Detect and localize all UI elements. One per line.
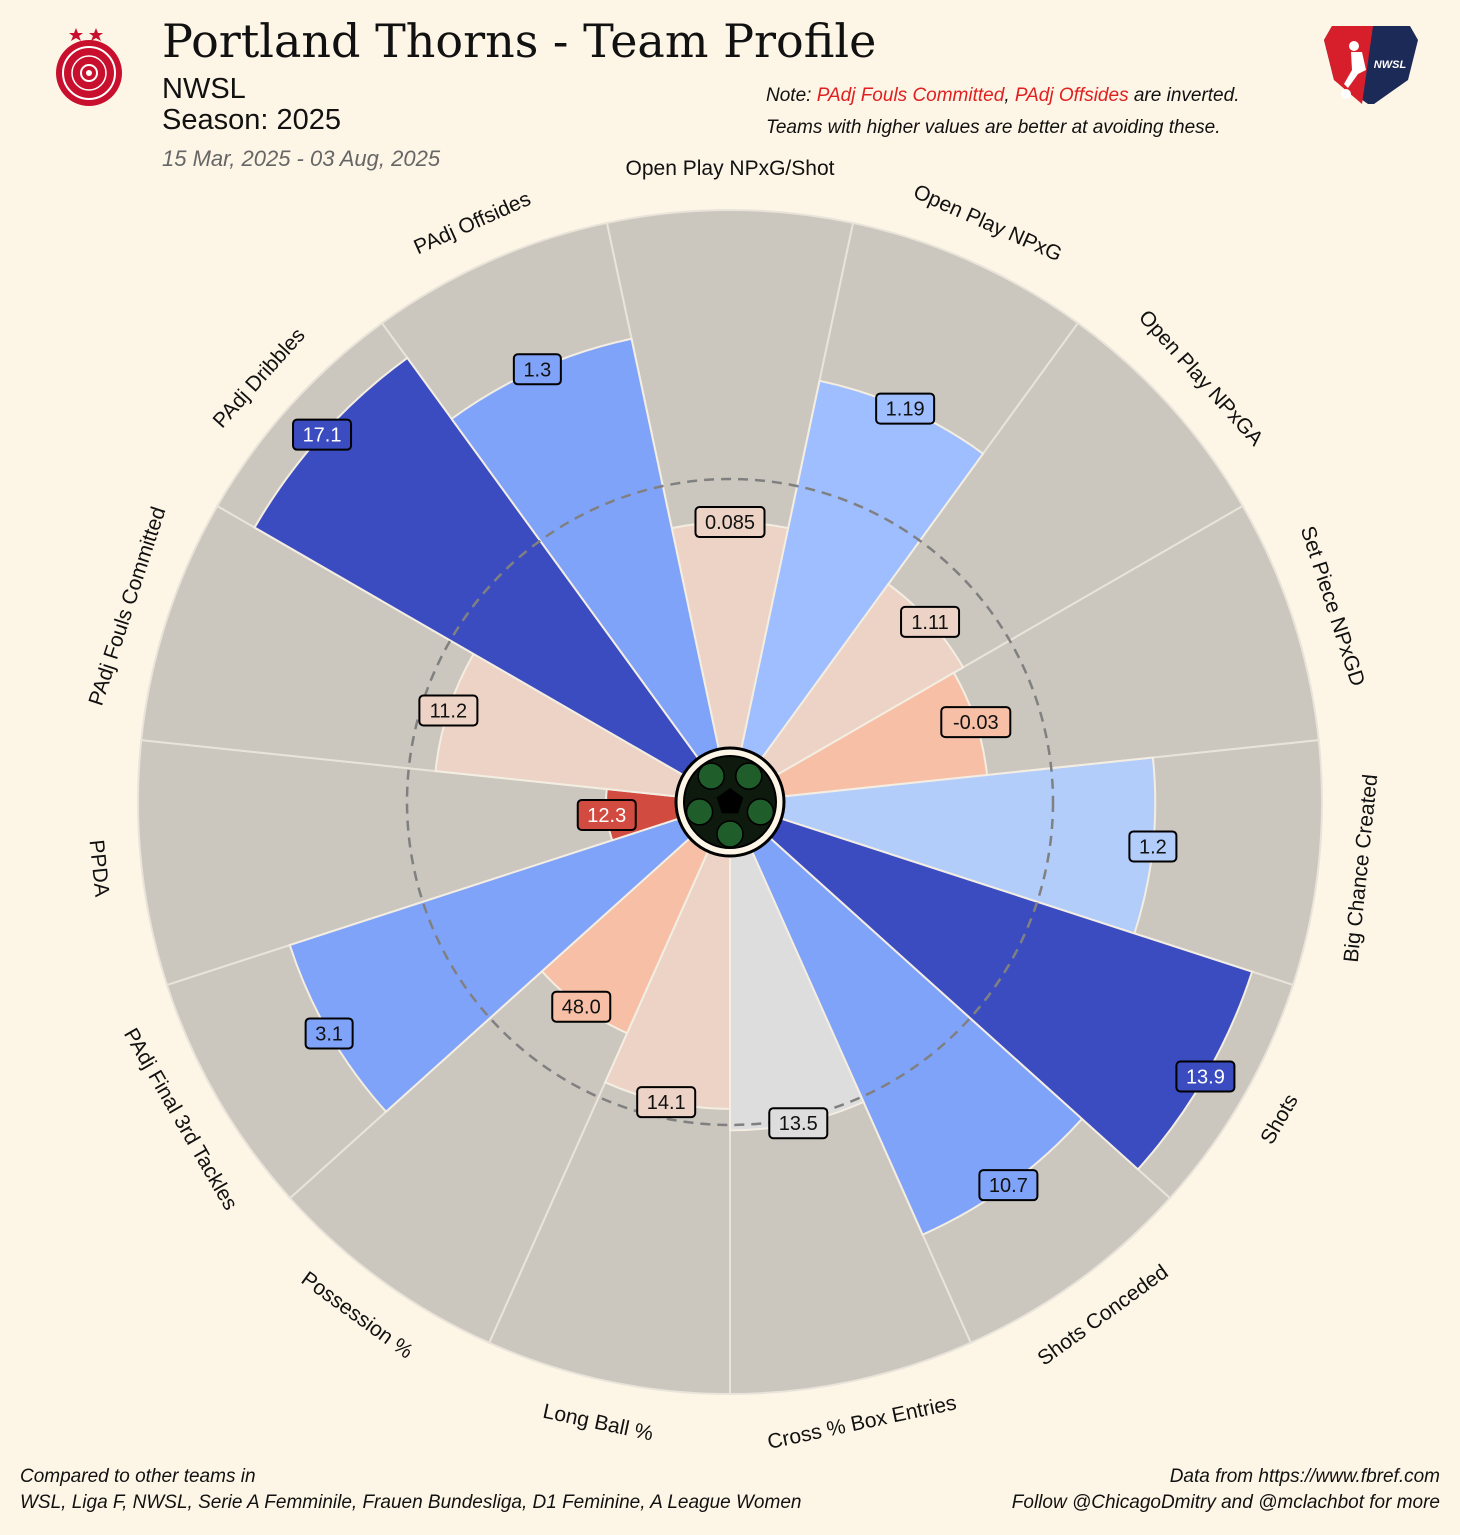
value-text-cross-box-entries: 13.5 (779, 1113, 818, 1135)
metric-label-cross-box-entries: Cross % Box Entries (765, 1391, 958, 1454)
soccer-ball-icon (674, 746, 786, 858)
median-reference-circle (405, 477, 1055, 1127)
value-text-shots-conceded: 10.7 (989, 1175, 1028, 1197)
metric-label-big-chance-created: Big Chance Created (1340, 773, 1383, 963)
ball-panel (746, 798, 775, 826)
nwsl-shield-icon: NWSL (1324, 26, 1418, 104)
portland-thorns-crest-icon (56, 28, 122, 106)
value-label-padj-dribbles: 17.1 (292, 418, 353, 451)
value-box-padj-dribbles (292, 418, 353, 451)
value-text-open-play-npxg: 1.19 (886, 399, 925, 421)
value-box-shots (1175, 1060, 1236, 1093)
league-name: NWSL (162, 73, 246, 105)
value-box-open-play-npxga (900, 605, 961, 638)
note-line-1: Note: PAdj Fouls Committed, PAdj Offside… (766, 80, 1239, 112)
value-box-big-chance-created (1128, 830, 1178, 863)
value-label-padj-final-3rd-tackles: 3.1 (304, 1017, 354, 1050)
value-text-padj-dribbles: 17.1 (303, 425, 342, 447)
footer-left-line-1: Compared to other teams in (20, 1466, 256, 1487)
value-box-ppda (576, 798, 637, 831)
metric-label-shots: Shots (1256, 1090, 1303, 1148)
metric-label-long-ball: Long Ball % (541, 1400, 655, 1446)
value-label-cross-box-entries: 13.5 (768, 1107, 829, 1140)
footer-left-line-2: WSL, Liga F, NWSL, Serie A Femminile, Fr… (20, 1492, 802, 1513)
note-line-2: Teams with higher values are better at a… (766, 117, 1221, 138)
note-separator: , (1004, 85, 1015, 106)
value-box-set-piece-npxgd (940, 706, 1012, 739)
value-box-cross-box-entries (768, 1107, 829, 1140)
ball-panel (735, 762, 763, 790)
value-text-set-piece-npxgd: -0.03 (953, 712, 999, 734)
value-label-open-play-npxg-shot: 0.085 (694, 506, 766, 539)
value-label-shots: 13.9 (1175, 1060, 1236, 1093)
ball-panel (697, 762, 725, 790)
value-label-padj-offsides: 1.3 (512, 353, 562, 386)
value-label-shots-conceded: 10.7 (978, 1169, 1039, 1202)
value-box-open-play-npxg-shot (694, 506, 766, 539)
ball-panel (685, 798, 714, 826)
value-label-possession: 48.0 (551, 990, 612, 1023)
value-text-long-ball: 14.1 (647, 1092, 686, 1114)
value-text-padj-final-3rd-tackles: 3.1 (315, 1023, 343, 1045)
value-text-open-play-npxga: 1.11 (911, 612, 948, 634)
note-metric-offsides: PAdj Offsides (1014, 85, 1129, 106)
value-text-shots: 13.9 (1186, 1066, 1225, 1088)
season-label: Season: 2025 (162, 104, 341, 136)
value-text-possession: 48.0 (562, 997, 601, 1019)
value-text-padj-fouls-committed: 11.2 (430, 701, 467, 723)
ball-panel (716, 820, 744, 848)
value-box-open-play-npxg (875, 392, 936, 425)
footer-right-line-2: Follow @ChicagoDmitry and @mclachbot for… (1011, 1492, 1440, 1513)
value-text-ppda: 12.3 (587, 805, 626, 827)
page-title: Portland Thorns - Team Profile (162, 14, 877, 68)
value-box-padj-fouls-committed (418, 694, 479, 727)
value-box-shots-conceded (978, 1169, 1039, 1202)
value-box-padj-final-3rd-tackles (304, 1017, 354, 1050)
league-logo-text: NWSL (1374, 59, 1407, 71)
note-metric-fouls: PAdj Fouls Committed (816, 85, 1005, 106)
value-text-padj-offsides: 1.3 (523, 359, 551, 381)
value-label-open-play-npxga: 1.11 (900, 605, 961, 638)
value-box-long-ball (636, 1086, 697, 1119)
value-label-ppda: 12.3 (576, 798, 637, 831)
footer-right-line-1: Data from https://www.fbref.com (1169, 1466, 1440, 1487)
value-box-possession (551, 990, 612, 1023)
value-label-open-play-npxg: 1.19 (875, 392, 936, 425)
note-suffix: are inverted. (1128, 85, 1240, 106)
credits-footer: Data from https://www.fbref.com Follow @… (1012, 1464, 1440, 1516)
inverted-metrics-note: Note: PAdj Fouls Committed, PAdj Offside… (766, 80, 1239, 144)
value-label-padj-fouls-committed: 11.2 (418, 694, 479, 727)
value-label-long-ball: 14.1 (636, 1086, 697, 1119)
value-text-open-play-npxg-shot: 0.085 (705, 512, 755, 534)
value-label-set-piece-npxgd: -0.03 (940, 706, 1012, 739)
note-prefix: Note: (766, 85, 817, 106)
comparison-footer: Compared to other teams in WSL, Liga F, … (20, 1464, 801, 1516)
metric-label-padj-offsides: PAdj Offsides (410, 187, 534, 259)
date-range: 15 Mar, 2025 - 03 Aug, 2025 (162, 146, 441, 171)
value-box-padj-offsides (512, 353, 562, 386)
metric-label-open-play-npxg-shot: Open Play NPxG/Shot (626, 157, 835, 180)
metric-label-ppda: PPDA (85, 839, 114, 898)
ball-center-pentagon (716, 788, 744, 814)
value-text-big-chance-created: 1.2 (1139, 836, 1167, 858)
value-label-big-chance-created: 1.2 (1128, 830, 1178, 863)
